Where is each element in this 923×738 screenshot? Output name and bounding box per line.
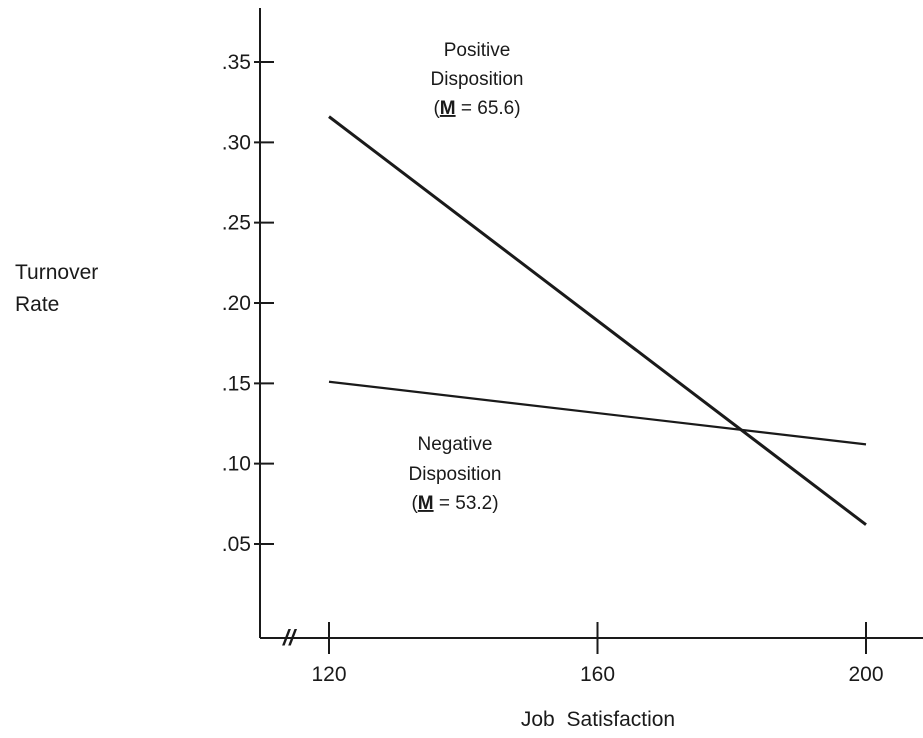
y-axis-title-line-2: Rate <box>15 293 59 316</box>
positive-annotation-open: ( <box>433 98 440 119</box>
positive-disposition-annotation: Positive Disposition (M = 65.6) <box>431 40 524 119</box>
x-tick-label-2: 200 <box>848 663 883 686</box>
series-line-0 <box>328 115 867 526</box>
y-ticks: .05 .10 .15 .20 .25 .30 .35 <box>222 51 274 556</box>
y-tick-label-5: .30 <box>222 131 251 154</box>
y-axis-title-line-1: Turnover <box>15 261 98 284</box>
y-tick-label-3: .20 <box>222 292 251 315</box>
y-tick-label-6: .35 <box>222 51 251 74</box>
y-tick-label-1: .10 <box>222 453 251 476</box>
positive-annotation-mean: = 65.6) <box>456 98 521 119</box>
x-axis-title: Job Satisfaction <box>521 708 675 731</box>
positive-annotation-m: M <box>440 98 456 119</box>
positive-annotation-line-3: (M = 65.6) <box>433 98 520 119</box>
x-ticks: 120 160 200 <box>311 622 884 686</box>
positive-annotation-line-1: Positive <box>444 40 511 61</box>
negative-annotation-mean: = 53.2) <box>434 493 499 514</box>
x-tick-label-1: 160 <box>580 663 615 686</box>
negative-disposition-annotation: Negative Disposition (M = 53.2) <box>409 434 502 514</box>
x-tick-label-0: 120 <box>311 663 346 686</box>
y-tick-label-2: .15 <box>222 372 251 395</box>
negative-annotation-open: ( <box>411 493 418 514</box>
negative-annotation-m: M <box>418 493 434 514</box>
y-tick-label-0: .05 <box>222 533 251 556</box>
negative-annotation-line-1: Negative <box>418 434 493 455</box>
axis-break-symbol: // <box>282 625 298 650</box>
series-lines <box>328 115 867 526</box>
series-line-1 <box>328 380 867 446</box>
negative-annotation-line-3: (M = 53.2) <box>411 493 498 514</box>
negative-annotation-line-2: Disposition <box>409 464 502 485</box>
positive-annotation-line-2: Disposition <box>431 69 524 90</box>
y-tick-label-4: .25 <box>222 212 251 235</box>
